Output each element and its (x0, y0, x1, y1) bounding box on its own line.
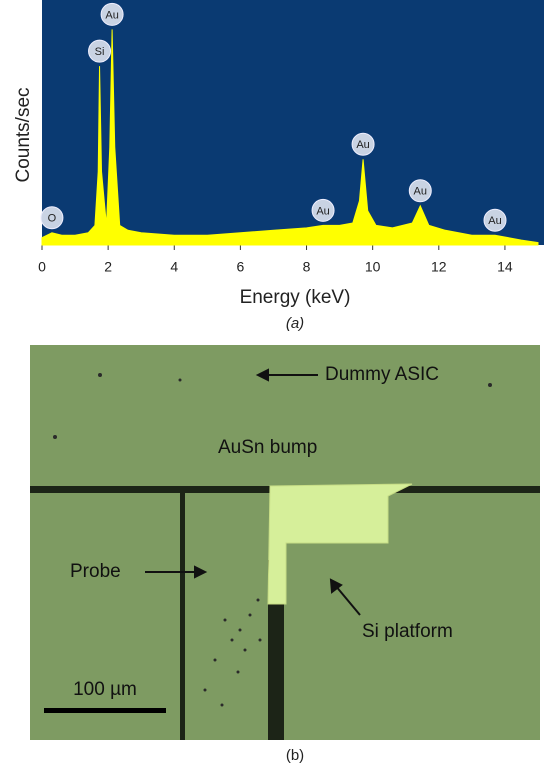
gap-line (180, 490, 185, 740)
x-axis-label: Energy (keV) (240, 287, 351, 308)
peak-label: Si (95, 46, 105, 58)
x-tick-label: 4 (170, 259, 178, 275)
peak-label: Au (316, 205, 329, 217)
x-tick-label: 12 (431, 259, 447, 275)
x-tick-label: 10 (365, 259, 381, 275)
figure: Counts/sec Energy (keV) (a) Dummy ASIC A… (0, 0, 546, 769)
peak-label: Au (356, 139, 369, 151)
page: {"chart_data": {"type": "area", "color":… (0, 0, 546, 769)
micrograph: Dummy ASIC AuSn bump Probe Si platform 1… (30, 345, 540, 740)
label-dummy-asic: Dummy ASIC (325, 364, 439, 385)
x-tick-label: 0 (38, 259, 46, 275)
peak-label: O (48, 213, 57, 225)
peak-label: Au (488, 215, 501, 227)
scale-bar-label: 100 µm (73, 679, 137, 700)
x-tick-label: 2 (104, 259, 112, 275)
x-tick-label: 6 (237, 259, 245, 275)
peak-label: Au (414, 186, 427, 198)
x-tick-label: 14 (497, 259, 513, 275)
peak-label: Au (105, 9, 118, 21)
x-tick-label: 8 (303, 259, 311, 275)
scale-bar (44, 708, 166, 713)
caption: (a) (286, 315, 304, 332)
y-axis-label: Counts/sec (13, 87, 34, 182)
label-bump: AuSn bump (218, 437, 317, 458)
caption: (b) (286, 747, 304, 764)
label-si-platform: Si platform (362, 621, 453, 642)
label-probe: Probe (70, 561, 121, 582)
